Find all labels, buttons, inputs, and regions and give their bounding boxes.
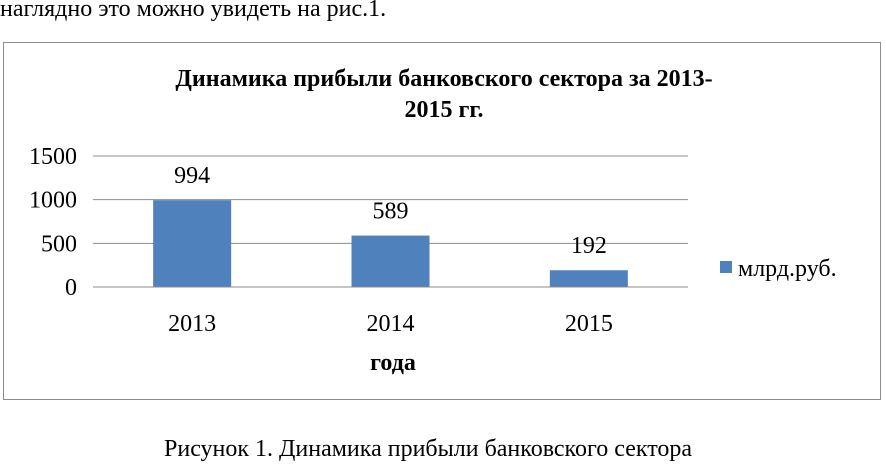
chart-title-line-2: 2015 гг.: [404, 97, 484, 123]
data-label: 589: [373, 199, 409, 225]
x-category-label: 2013: [168, 311, 216, 337]
x-category-label: 2014: [367, 311, 415, 337]
y-tick-label: 1000: [29, 188, 77, 214]
y-tick-label: 500: [41, 231, 77, 257]
bar: [351, 235, 430, 287]
chart-title-line-1: Динамика прибыли банковского сектора за …: [175, 66, 713, 92]
y-tick-label: 0: [65, 275, 77, 301]
chart-title: Динамика прибыли банковского сектора за …: [84, 64, 804, 126]
data-labels: 994 589 192: [174, 163, 607, 259]
x-axis-title: года: [370, 350, 416, 376]
y-tick-label: 1500: [29, 144, 77, 170]
intro-text: наглядно это можно увидеть на рис.1.: [0, 0, 387, 22]
bars: [153, 200, 628, 287]
legend-swatch: [720, 261, 732, 273]
bar: [153, 200, 232, 287]
legend: млрд.руб.: [720, 256, 837, 282]
data-label: 994: [174, 163, 210, 189]
legend-label: млрд.руб.: [738, 256, 837, 282]
y-axis-ticks: 0 500 1000 1500: [29, 144, 77, 301]
bar: [549, 270, 628, 287]
bar-chart: 0 500 1000 1500 994 589 192 2013 2014 2015 года…: [29, 144, 837, 376]
x-category-label: 2015: [565, 311, 613, 337]
x-axis-categories: 2013 2014 2015: [168, 311, 613, 337]
data-label: 192: [571, 233, 607, 259]
figure-caption: Рисунок 1. Динамика прибыли банковского …: [164, 436, 693, 462]
chart-frame: Динамика прибыли банковского сектора за …: [3, 42, 881, 400]
